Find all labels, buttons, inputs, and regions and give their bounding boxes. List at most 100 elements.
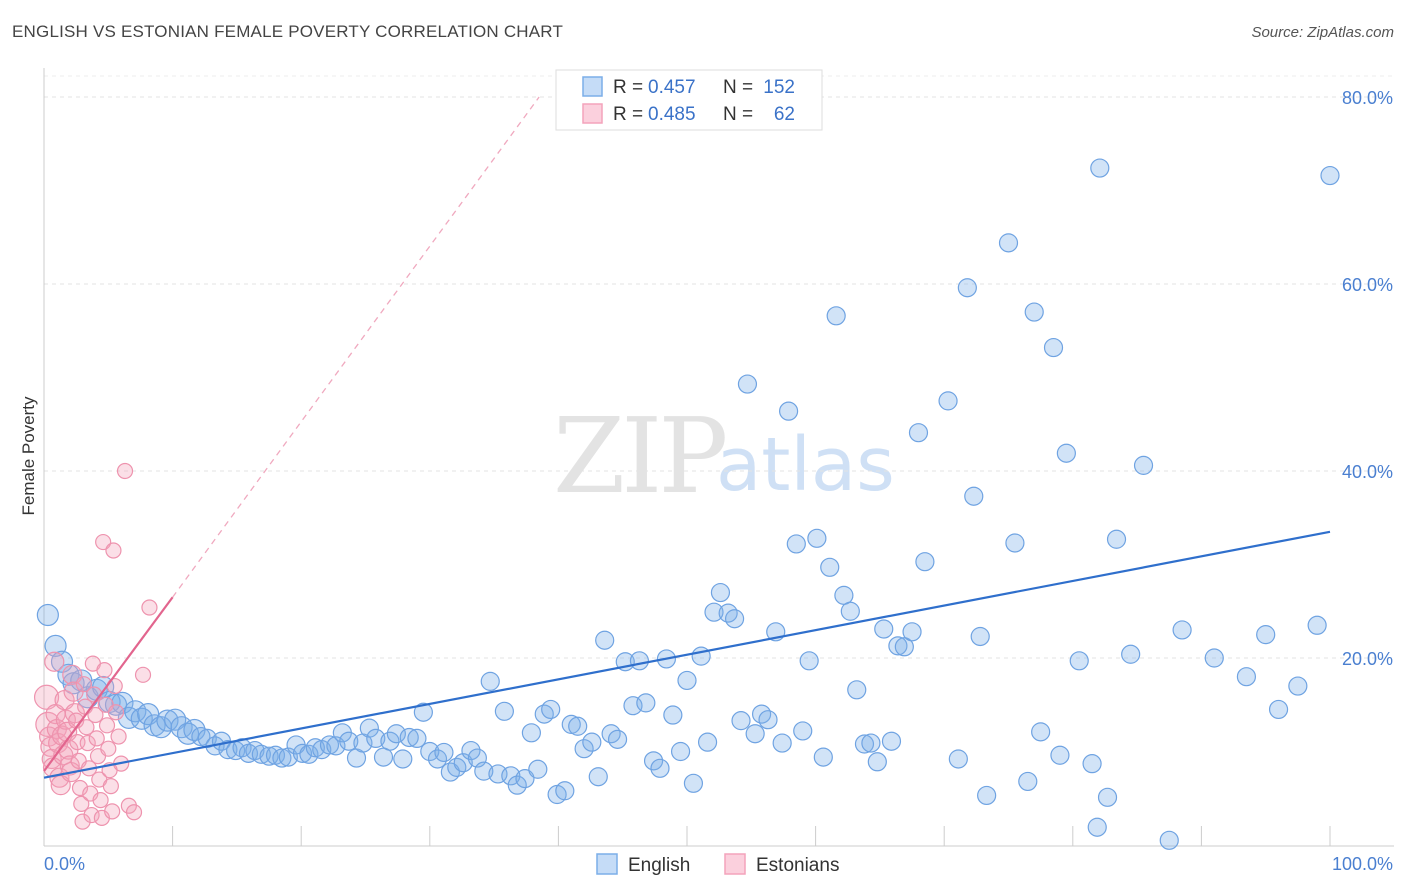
english-point-142 — [1043, 337, 1064, 358]
english-point-155 — [1204, 648, 1224, 668]
english-point-115 — [813, 747, 833, 767]
legend-n-value-english: 152 — [763, 77, 795, 98]
english-point-19 — [164, 708, 187, 731]
english-point-135 — [970, 626, 990, 647]
english-point-113 — [799, 651, 819, 671]
english-point-111 — [786, 534, 806, 554]
english-point-88 — [629, 651, 650, 671]
english-point-154 — [1172, 620, 1192, 640]
english-point-82 — [588, 767, 608, 787]
english-point-127 — [894, 637, 914, 657]
english-point-95 — [677, 670, 697, 691]
estonians-point-0 — [33, 684, 60, 710]
y-tick-label-3: 80.0% — [1342, 88, 1393, 108]
english-point-140 — [1024, 302, 1044, 322]
english-point-130 — [915, 552, 935, 572]
english-point-109 — [772, 733, 792, 753]
estonians-point-29 — [75, 676, 92, 693]
english-point-116 — [820, 557, 840, 577]
estonians-point-6 — [44, 651, 65, 672]
english-point-126 — [888, 636, 908, 656]
english-point-117 — [826, 306, 846, 326]
legend-n-label-estonians: N = — [723, 104, 753, 125]
english-point-56 — [413, 702, 433, 722]
english-point-77 — [555, 781, 575, 801]
estonians-point-26 — [71, 779, 89, 797]
english-point-132 — [948, 749, 968, 769]
english-point-136 — [977, 785, 997, 806]
legend-r-label-estonians: R = — [613, 104, 643, 125]
english-point-99 — [704, 602, 724, 622]
english-point-121 — [854, 734, 875, 754]
english-point-78 — [561, 714, 581, 734]
english-point-160 — [1307, 615, 1327, 635]
english-point-100 — [710, 582, 731, 603]
x-tick-label-max: 100.0% — [1332, 854, 1393, 874]
bottom-legend-estonians: Estonians — [756, 855, 839, 876]
english-points — [36, 158, 1340, 850]
english-point-18 — [156, 709, 179, 732]
x-tick-labels: 0.0% 100.0% — [44, 854, 1393, 874]
english-point-40 — [305, 738, 325, 758]
english-point-62 — [453, 753, 473, 773]
legend-swatch-english — [582, 76, 603, 97]
english-point-157 — [1256, 625, 1276, 645]
english-point-71 — [515, 769, 535, 789]
estonians-point-59 — [125, 804, 143, 821]
legend-n-label-english: N = — [723, 77, 753, 98]
watermark-zip: ZIP — [553, 395, 725, 517]
english-point-156 — [1236, 667, 1257, 687]
axes — [43, 68, 1394, 847]
x-tick-label-min: 0.0% — [44, 854, 85, 874]
bottom-legend-english: English — [628, 855, 690, 876]
english-point-96 — [683, 773, 704, 793]
gridlines — [44, 75, 1394, 659]
english-point-70 — [507, 775, 527, 795]
english-point-153 — [1159, 830, 1179, 850]
english-point-21 — [176, 722, 200, 745]
estonians-point-39 — [88, 730, 105, 747]
y-axis-title: Female Poverty — [19, 396, 38, 516]
english-point-119 — [840, 601, 860, 621]
english-point-51 — [380, 731, 400, 751]
english-point-137 — [998, 233, 1019, 253]
english-point-59 — [434, 742, 454, 763]
estonians-point-55 — [110, 728, 127, 745]
english-point-139 — [1018, 771, 1038, 792]
legend-r-value-english: 0.457 — [648, 77, 696, 98]
english-point-91 — [650, 758, 670, 778]
english-point-85 — [607, 729, 628, 749]
english-point-65 — [474, 761, 494, 781]
legend-n-value-estonians: 62 — [774, 104, 795, 125]
english-point-122 — [861, 733, 881, 753]
english-point-146 — [1082, 754, 1102, 774]
legend-swatch-estonians — [582, 103, 603, 124]
english-point-107 — [758, 710, 778, 730]
estonians-point-38 — [87, 706, 104, 724]
english-point-102 — [724, 609, 745, 629]
english-point-80 — [574, 739, 594, 759]
english-point-68 — [494, 701, 514, 721]
english-point-110 — [778, 401, 799, 421]
estonians-point-48 — [100, 740, 117, 757]
estonians-point-57 — [116, 462, 134, 480]
estonians-point-42 — [92, 792, 109, 809]
legend-box: R = 0.457 N = 152 R = 0.485 N = 62 — [555, 69, 823, 131]
english-point-36 — [278, 747, 298, 767]
english-point-53 — [393, 749, 413, 769]
english-point-125 — [881, 731, 902, 751]
watermark: ZIP atlas — [553, 395, 895, 517]
estonians-trendline — [43, 596, 174, 772]
bottom-legend: English Estonians — [596, 853, 839, 876]
estonians-point-51 — [104, 803, 121, 820]
english-point-159 — [1288, 676, 1308, 696]
estonians-point-27 — [73, 795, 90, 812]
english-point-32 — [251, 744, 271, 764]
english-point-104 — [737, 374, 758, 394]
bottom-legend-swatch-english — [596, 853, 618, 875]
english-point-75 — [541, 699, 561, 720]
english-point-123 — [867, 752, 887, 772]
english-point-72 — [521, 723, 541, 743]
estonians-point-61 — [141, 599, 158, 616]
